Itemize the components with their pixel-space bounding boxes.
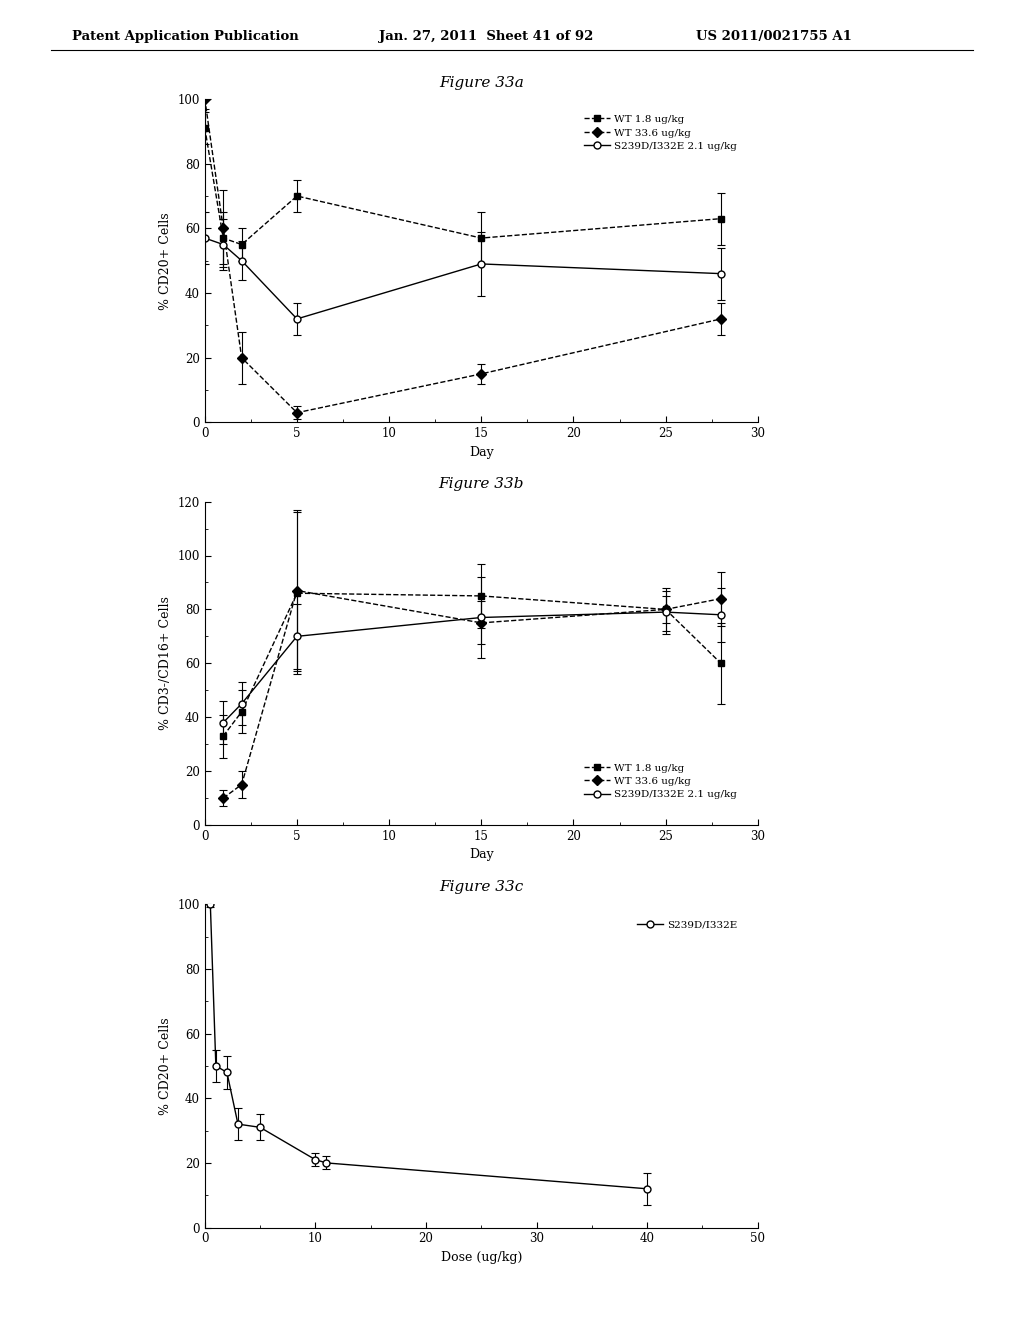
Y-axis label: % CD20+ Cells: % CD20+ Cells xyxy=(159,213,172,309)
Text: Figure 33b: Figure 33b xyxy=(438,477,524,491)
Legend: WT 1.8 ug/kg, WT 33.6 ug/kg, S239D/I332E 2.1 ug/kg: WT 1.8 ug/kg, WT 33.6 ug/kg, S239D/I332E… xyxy=(580,111,741,156)
Legend: S239D/I332E: S239D/I332E xyxy=(633,916,741,933)
Text: US 2011/0021755 A1: US 2011/0021755 A1 xyxy=(696,30,852,44)
Text: Jan. 27, 2011  Sheet 41 of 92: Jan. 27, 2011 Sheet 41 of 92 xyxy=(379,30,593,44)
Text: Patent Application Publication: Patent Application Publication xyxy=(72,30,298,44)
Text: Figure 33c: Figure 33c xyxy=(439,879,523,894)
Text: Figure 33a: Figure 33a xyxy=(439,75,523,90)
X-axis label: Dose (ug/kg): Dose (ug/kg) xyxy=(440,1251,522,1265)
Y-axis label: % CD20+ Cells: % CD20+ Cells xyxy=(159,1018,172,1114)
Legend: WT 1.8 ug/kg, WT 33.6 ug/kg, S239D/I332E 2.1 ug/kg: WT 1.8 ug/kg, WT 33.6 ug/kg, S239D/I332E… xyxy=(580,759,741,804)
X-axis label: Day: Day xyxy=(469,849,494,862)
Y-axis label: % CD3-/CD16+ Cells: % CD3-/CD16+ Cells xyxy=(159,597,172,730)
X-axis label: Day: Day xyxy=(469,446,494,459)
